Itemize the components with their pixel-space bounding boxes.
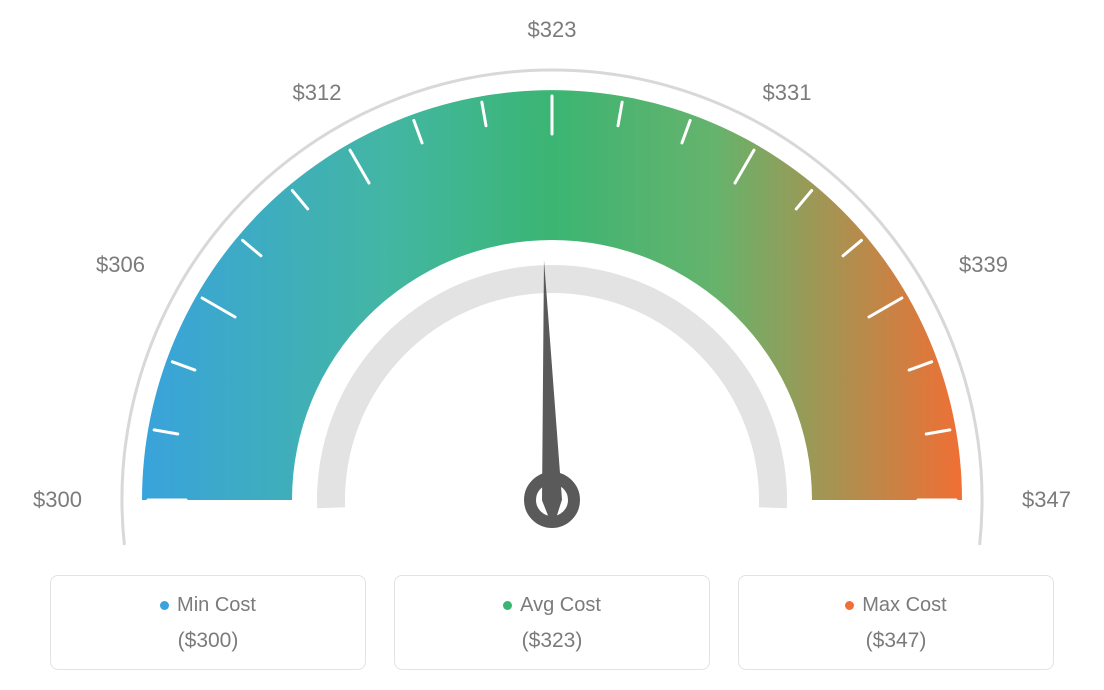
legend-dot-max bbox=[845, 601, 854, 610]
legend-label-min: Min Cost bbox=[177, 594, 256, 617]
legend-label-max: Max Cost bbox=[862, 594, 946, 617]
gauge-area: $300 $306 $312 $323 $331 $339 $347 bbox=[0, 0, 1104, 560]
tick-label: $331 bbox=[763, 80, 812, 105]
tick-label: $306 bbox=[96, 252, 145, 277]
legend-title-max: Max Cost bbox=[749, 594, 1043, 617]
legend-dot-min bbox=[160, 601, 169, 610]
tick-label: $312 bbox=[293, 80, 342, 105]
legend-card-max: Max Cost ($347) bbox=[738, 575, 1054, 670]
legend-card-min: Min Cost ($300) bbox=[50, 575, 366, 670]
legend-label-avg: Avg Cost bbox=[520, 594, 601, 617]
legend-row: Min Cost ($300) Avg Cost ($323) Max Cost… bbox=[50, 575, 1054, 670]
legend-value-min: ($300) bbox=[61, 629, 355, 653]
legend-value-max: ($347) bbox=[749, 629, 1043, 653]
legend-value-avg: ($323) bbox=[405, 629, 699, 653]
legend-title-min: Min Cost bbox=[61, 594, 355, 617]
gauge-chart-container: $300 $306 $312 $323 $331 $339 $347 Min Cost ($… bbox=[0, 0, 1104, 690]
legend-dot-avg bbox=[503, 601, 512, 610]
tick-label: $323 bbox=[528, 17, 577, 42]
needle bbox=[530, 260, 574, 528]
tick-label: $347 bbox=[1022, 487, 1071, 512]
gauge-svg: $300 $306 $312 $323 $331 $339 $347 bbox=[0, 0, 1104, 560]
legend-card-avg: Avg Cost ($323) bbox=[394, 575, 710, 670]
legend-title-avg: Avg Cost bbox=[405, 594, 699, 617]
tick-label: $339 bbox=[959, 252, 1008, 277]
tick-label: $300 bbox=[33, 487, 82, 512]
